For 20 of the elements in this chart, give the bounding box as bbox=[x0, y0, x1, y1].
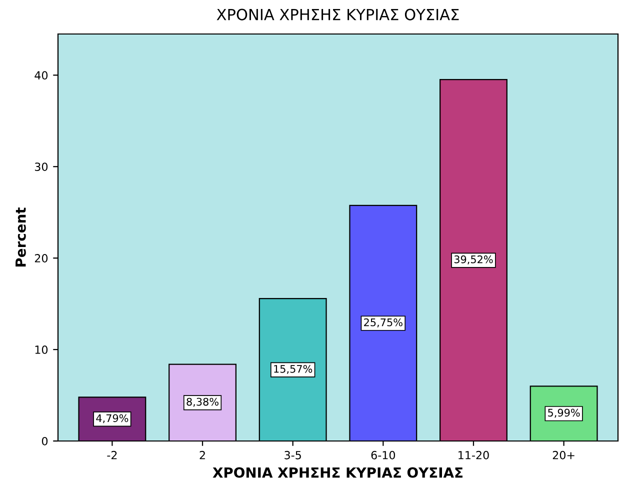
chart-title: ΧΡΟΝΙΑ ΧΡΗΣΗΣ ΚΥΡΙΑΣ ΟΥΣΙΑΣ bbox=[216, 8, 459, 20]
y-tick-label: 40 bbox=[34, 71, 48, 80]
x-tick-label: 6-10 bbox=[371, 450, 396, 460]
y-tick-label: 0 bbox=[42, 436, 48, 446]
data-label: 25,75% bbox=[364, 318, 402, 328]
x-tick-label: 11-20 bbox=[458, 450, 489, 460]
y-tick-label: 10 bbox=[35, 346, 48, 354]
x-axis-title: ΧΡΟΝΙΑ ΧΡΗΣΗΣ ΚΥΡΙΑΣ ΟΥΣΙΑΣ bbox=[212, 467, 462, 478]
y-axis-title: Percent bbox=[16, 208, 26, 267]
data-label: 5,99% bbox=[548, 408, 580, 418]
data-label: 8,38% bbox=[186, 398, 218, 407]
y-tick-label: 30 bbox=[34, 162, 48, 171]
y-tick-label: 20 bbox=[34, 254, 48, 262]
data-label: 15,57% bbox=[274, 364, 312, 374]
data-label: 4,79% bbox=[96, 414, 128, 424]
x-tick-label: -2 bbox=[107, 450, 117, 460]
x-tick-label: 3-5 bbox=[284, 450, 301, 460]
data-label: 39,52% bbox=[454, 255, 493, 264]
x-tick-label: 2 bbox=[200, 450, 205, 460]
x-tick-label: 20+ bbox=[552, 450, 574, 460]
